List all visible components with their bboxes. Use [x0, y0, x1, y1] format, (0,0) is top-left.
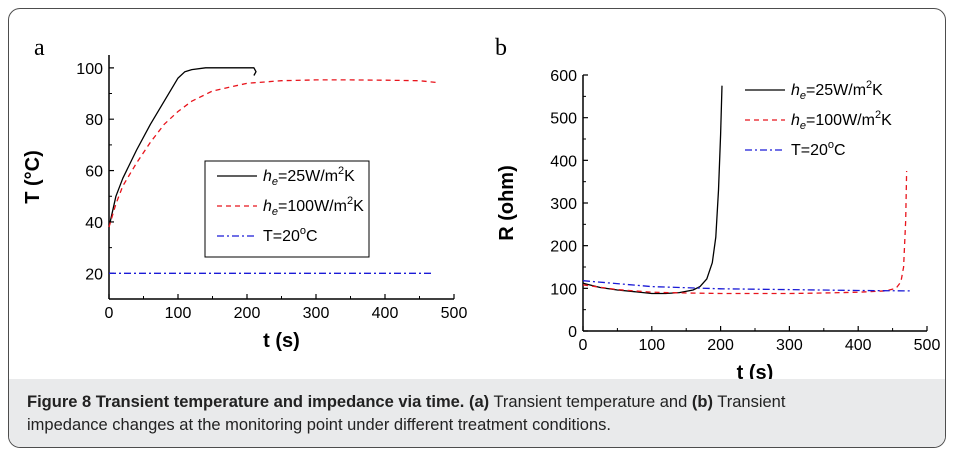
y-tick-label: 0: [568, 324, 577, 341]
y-tick-label: 80: [85, 112, 103, 129]
panel-b: b 0 100 200 300 400 500 0 100 200 300 400 500 600 t (s…: [495, 35, 940, 379]
x-tick-label: 300: [303, 305, 330, 322]
legend-box: [733, 75, 923, 171]
x-tick-label: 400: [372, 305, 399, 322]
caption-b-text: Transient: [717, 393, 786, 411]
y-tick-label: 100: [76, 61, 103, 78]
y-tick-label: 200: [550, 239, 577, 256]
legend-label: he=100W/m2K: [791, 109, 892, 132]
x-tick-label: 0: [105, 305, 114, 322]
charts-canvas: a 0 100 200 300 400 500 20 40 60 80 100 t (s) T (°C) h…: [22, 35, 940, 379]
legend-label: he=25W/m2K: [791, 79, 883, 102]
panel-a: a 0 100 200 300 400 500 20 40 60 80 100 t (s) T (°C) h…: [22, 35, 467, 352]
legend-label: T=20oC: [263, 225, 318, 245]
legend-label: he=25W/m2K: [263, 165, 355, 188]
y-axis-title: R (ohm): [496, 165, 518, 241]
x-tick-label: 400: [845, 337, 872, 354]
x-tick-label: 0: [579, 337, 588, 354]
x-tick-label: 300: [776, 337, 803, 354]
caption-b-tag: (b): [691, 393, 713, 411]
panel-label-a: a: [34, 35, 45, 61]
y-tick-label: 500: [550, 111, 577, 128]
y-tick-label: 300: [550, 196, 577, 213]
x-axis-title: t (s): [263, 330, 300, 352]
series-line-2: [108, 79, 437, 228]
series-line-2: [582, 85, 910, 295]
x-tick-label: 500: [914, 337, 941, 354]
y-tick-label: 100: [550, 281, 577, 298]
legend-label: T=20oC: [791, 139, 846, 159]
series-line-3: [582, 280, 910, 292]
x-tick-label: 200: [707, 337, 734, 354]
series-line-1: [108, 67, 257, 228]
x-axis-title: t (s): [737, 362, 774, 379]
panel-label-b: b: [495, 35, 507, 61]
caption-line-1: Figure 8 Transient temperature and imped…: [27, 391, 929, 414]
y-axis-title: T (°C): [22, 150, 44, 204]
figure-caption: Figure 8 Transient temperature and imped…: [9, 379, 945, 447]
x-tick-label: 100: [165, 305, 192, 322]
caption-title: Figure 8 Transient temperature and imped…: [27, 393, 465, 411]
caption-line-2: impedance changes at the monitoring poin…: [27, 416, 611, 434]
y-tick-label: 20: [85, 266, 103, 283]
y-tick-label: 60: [85, 164, 103, 181]
caption-a-tag: (a): [468, 393, 490, 411]
caption-a-text: Transient temperature and: [493, 393, 688, 411]
x-tick-label: 200: [234, 305, 261, 322]
legend-box: [204, 160, 370, 258]
y-tick-label: 40: [85, 215, 103, 232]
x-tick-label: 500: [441, 305, 468, 322]
legend-label: he=100W/m2K: [263, 195, 364, 218]
series-line-1: [582, 85, 723, 295]
y-tick-label: 400: [550, 153, 577, 170]
figure-card: a 0 100 200 300 400 500 20 40 60 80 100 t (s) T (°C) h…: [8, 8, 946, 448]
x-tick-label: 100: [638, 337, 665, 354]
y-tick-label: 600: [550, 68, 577, 85]
